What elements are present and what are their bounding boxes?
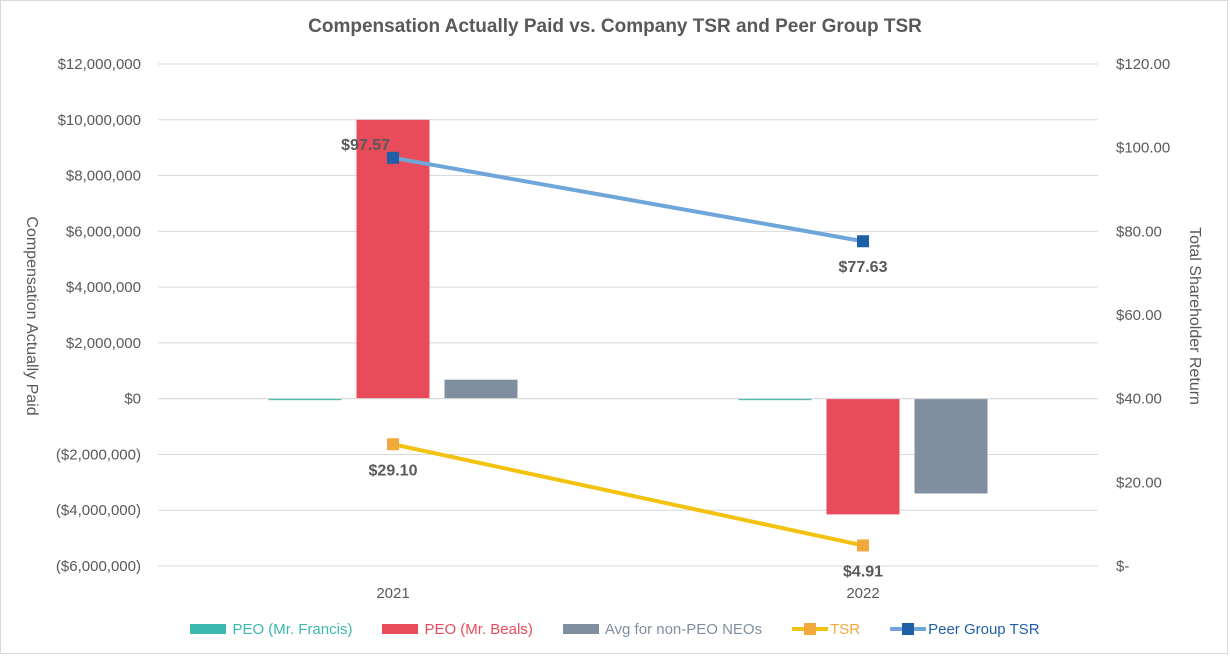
legend-swatch [890,623,927,635]
line-peer-group-tsr [392,155,864,244]
bar-peo-mr-francis- [738,398,812,401]
x-tick-label: 2022 [846,585,879,602]
right-tick-label: $120.00 [1116,56,1170,73]
right-axis-ticks: $120.00 $100.00 $80.00 $60.00 $40.00 $20.00 $- [1116,56,1170,575]
left-tick-label: $8,000,000 [66,168,141,185]
left-tick-label: $0 [124,391,141,408]
left-tick-label: ($4,000,000) [56,502,141,519]
left-tick-label: $4,000,000 [66,279,141,296]
x-axis: 2021 2022 [158,398,1098,602]
legend-item: TSR [792,621,860,638]
line-tsr [392,442,864,548]
legend: PEO (Mr. Francis) PEO (Mr. Beals) Avg for … [0,616,1230,642]
left-tick-label: $6,000,000 [66,223,141,240]
right-tick-label: $80.00 [1116,223,1162,240]
bar-avg-for-non-peo-neos [444,379,518,399]
legend-label: TSR [830,620,861,638]
data-label: $77.63 [839,259,888,276]
right-tick-label: $- [1116,558,1129,575]
legend-swatch [792,623,829,635]
legend-item: PEO (Mr. Beals) [382,620,533,638]
data-label: $29.10 [369,462,418,479]
right-tick-label: $20.00 [1116,474,1162,491]
legend-swatch [562,624,599,634]
chart-plot: $12,000,000 $10,000,000 $8,000,000 $6,000,0… [23,56,1203,602]
legend-item: Peer Group TSR [890,620,1040,638]
line-point [387,438,399,451]
left-tick-label: $2,000,000 [66,335,141,352]
line-point [857,235,869,248]
legend-label: PEO (Mr. Francis) [232,620,353,638]
legend-item: Avg for non-PEO NEOs [562,620,763,638]
x-tick-label: 2021 [376,585,409,602]
legend-label: Avg for non-PEO NEOs [604,620,763,638]
right-tick-label: $40.00 [1116,391,1162,408]
data-label: $4.91 [843,563,883,580]
line-marks [387,151,869,552]
legend-swatch [190,624,227,634]
left-tick-label: $12,000,000 [58,56,141,73]
bar-avg-for-non-peo-neos [914,398,988,494]
right-tick-label: $60.00 [1116,307,1162,324]
right-tick-label: $100.00 [1116,140,1170,157]
legend-label: PEO (Mr. Beals) [424,620,533,638]
left-axis-label: Compensation Actually Paid [23,216,40,415]
data-label: $97.57 [341,137,390,154]
bar-peo-mr-beals- [826,398,900,515]
left-tick-label: ($6,000,000) [56,558,141,575]
legend-label: Peer Group TSR [928,620,1040,638]
legend-item: PEO (Mr. Francis) [190,621,352,638]
left-axis-ticks: $12,000,000 $10,000,000 $8,000,000 $6,000,0… [56,56,141,575]
line-point [857,539,869,552]
chart-title: Compensation Actually Paid vs. Company T… [308,16,922,37]
legend-swatch [382,624,419,634]
right-axis-label: Total Shareholder Return [1186,227,1203,405]
left-tick-label: $10,000,000 [58,112,141,129]
bar-peo-mr-beals- [356,119,430,399]
bar-marks [268,119,988,515]
data-labels: $29.10 $4.91 $97.57 $77.63 [341,137,888,581]
left-tick-label: ($2,000,000) [56,446,141,463]
bar-peo-mr-francis- [268,398,342,401]
line-point [387,151,399,164]
